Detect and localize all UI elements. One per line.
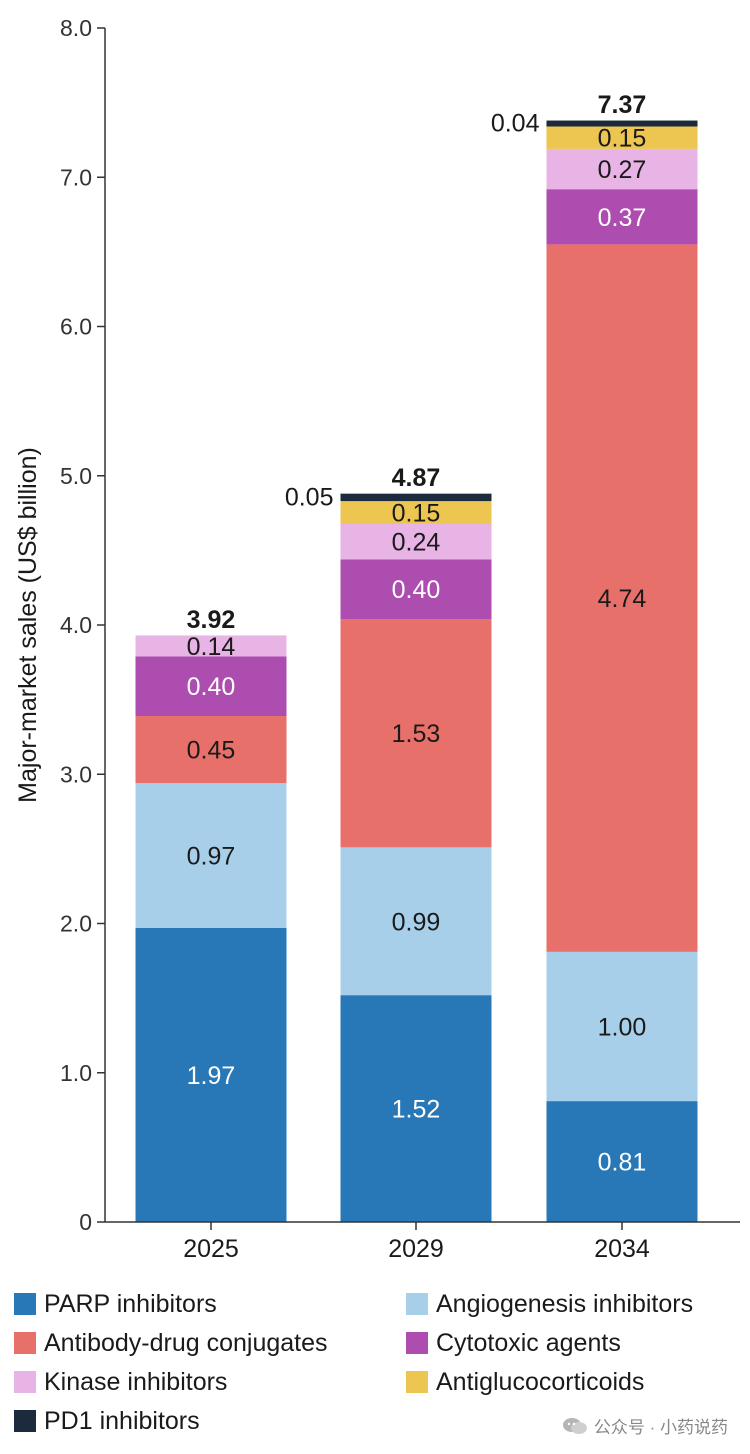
legend-swatch [406, 1293, 428, 1315]
data-label: 0.45 [187, 737, 236, 765]
legend-item-angiogenesis: Angiogenesis inhibitors [406, 1288, 693, 1320]
bar-segment-kinase-inhibitors [546, 148, 698, 190]
watermark-text: 公众号 · 小药说药 [593, 1418, 728, 1437]
bar-segment-cytotoxic-agents [135, 656, 287, 717]
legend-label: PARP inhibitors [44, 1289, 217, 1318]
data-label: 1.53 [392, 720, 441, 748]
bar-segment-antibody-drug-conjugates [546, 244, 698, 952]
legend-item-kinase: Kinase inhibitors [14, 1366, 227, 1398]
wechat-icon [562, 1417, 587, 1434]
x-tick-label: 2029 [388, 1235, 444, 1263]
y-tick-label: 7.0 [60, 164, 92, 190]
data-label: 0.15 [598, 125, 647, 153]
data-label: 0.40 [187, 673, 236, 701]
data-label: 0.04 [491, 110, 540, 138]
legend-item-adc: Antibody-drug conjugates [14, 1327, 328, 1359]
legend-item-parp: PARP inhibitors [14, 1288, 217, 1320]
data-label: 1.97 [187, 1062, 236, 1090]
bar-segment-parp-inhibitors [340, 995, 492, 1222]
bar-segment-antibody-drug-conjugates [340, 619, 492, 848]
legend-swatch [14, 1410, 36, 1432]
y-tick-label: 0 [79, 1209, 92, 1235]
watermark: 公众号 · 小药说药 [562, 1413, 728, 1438]
data-label: 0.24 [392, 528, 441, 556]
y-tick-label: 3.0 [60, 761, 92, 787]
data-label: 0.14 [187, 633, 236, 661]
bar-segment-cytotoxic-agents [340, 559, 492, 620]
bar-segment-antiglucocorticoids [546, 126, 698, 149]
data-label: 0.40 [392, 576, 441, 604]
y-tick-label: 4.0 [60, 612, 92, 638]
y-tick-label: 2.0 [60, 911, 92, 937]
bar-segment-antiglucocorticoids [340, 501, 492, 524]
legend-swatch [14, 1332, 36, 1354]
y-tick-label: 6.0 [60, 314, 92, 340]
x-axis: 2025 2029 2034 [105, 1221, 740, 1263]
y-tick-label: 5.0 [60, 463, 92, 489]
data-label: 0.81 [598, 1149, 647, 1177]
y-tick-label: 1.0 [60, 1060, 92, 1086]
legend-label: PD1 inhibitors [44, 1406, 200, 1435]
bar-segment-pd1-inhibitors [340, 493, 492, 502]
total-label: 7.37 [598, 91, 647, 119]
data-label: 0.27 [598, 156, 647, 184]
legend-label: Cytotoxic agents [436, 1328, 621, 1357]
bar-segment-angiogenesis-inhibitors [340, 847, 492, 996]
stacked-bar-chart: 0 1.0 2.0 3.0 4.0 5.0 6.0 7.0 8.0 1.97 0.97 0.45 0.… [14, 15, 740, 1263]
bar-segment-cytotoxic-agents [546, 189, 698, 245]
legend-swatch [406, 1371, 428, 1393]
legend-swatch [14, 1293, 36, 1315]
legend-label: Antiglucocorticoids [436, 1367, 645, 1396]
legend-item-pd1: PD1 inhibitors [14, 1405, 200, 1437]
y-axis: 0 1.0 2.0 3.0 4.0 5.0 6.0 7.0 8.0 [60, 15, 106, 1235]
bar-segment-parp-inhibitors [135, 927, 287, 1222]
data-label: 0.05 [285, 483, 334, 511]
legend-swatch [406, 1332, 428, 1354]
data-label: 1.52 [392, 1096, 441, 1124]
data-label: 0.99 [392, 908, 441, 936]
data-label: 0.15 [392, 499, 441, 527]
bar-segment-pd1-inhibitors [546, 120, 698, 127]
data-label: 0.37 [598, 204, 647, 232]
legend-item-antiglucocorticoids: Antiglucocorticoids [406, 1366, 644, 1398]
data-label: 1.00 [598, 1013, 647, 1041]
legend-swatch [14, 1371, 36, 1393]
total-label: 4.87 [392, 464, 441, 492]
legend-label: Kinase inhibitors [44, 1367, 228, 1396]
bar-segment-kinase-inhibitors [340, 523, 492, 560]
x-tick-label: 2025 [183, 1235, 239, 1263]
legend-item-cytotoxic: Cytotoxic agents [406, 1327, 621, 1359]
legend-label: Angiogenesis inhibitors [436, 1289, 694, 1318]
bars: 1.97 0.97 0.45 0.40 0.143.92 1.52 0.99 1.53 0.40… [135, 91, 698, 1222]
bar-segment-angiogenesis-inhibitors [546, 951, 698, 1102]
bar-stack-2029: 1.52 0.99 1.53 0.40 0.240.15 0.05 4.87 [285, 464, 492, 1222]
total-label: 3.92 [187, 606, 236, 634]
bar-stack-2025: 1.97 0.97 0.45 0.40 0.143.92 [135, 606, 287, 1222]
data-label: 4.74 [598, 585, 647, 613]
legend-label: Antibody-drug conjugates [44, 1328, 328, 1357]
x-tick-label: 2034 [594, 1235, 650, 1263]
bar-segment-parp-inhibitors [546, 1101, 698, 1222]
y-axis-label: Major-market sales (US$ billion) [14, 447, 42, 803]
bar-segment-kinase-inhibitors [135, 635, 287, 657]
bar-segment-angiogenesis-inhibitors [135, 783, 287, 928]
bar-stack-2034: 0.81 1.00 4.74 0.37 0.27 0.15 0.04 7.37 [491, 91, 698, 1222]
y-tick-label: 8.0 [60, 15, 92, 41]
data-label: 0.97 [187, 843, 236, 871]
bar-segment-antibody-drug-conjugates [135, 716, 287, 784]
